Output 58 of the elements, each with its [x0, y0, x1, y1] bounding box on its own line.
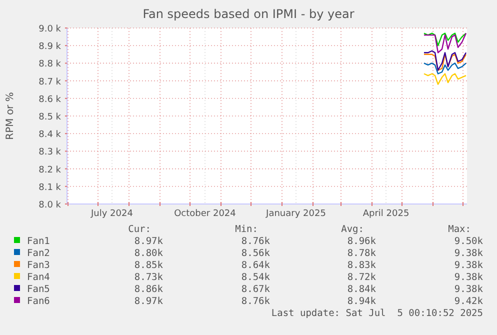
line-series	[423, 73, 467, 85]
x-tick-label: October 2024	[174, 209, 236, 219]
legend-label: Fan6	[27, 296, 50, 307]
text: 8.76k	[241, 236, 270, 247]
text: 9.38k	[454, 284, 484, 295]
text: 8.97k	[134, 236, 164, 247]
y-tick-label: 8.3 k	[38, 148, 62, 158]
y-tick-label: 8.0 k	[38, 200, 62, 210]
legend-label: Fan2	[27, 248, 50, 259]
y-tick-label: 8.6 k	[38, 94, 62, 105]
y-tick-label: 8.2 k	[38, 165, 62, 176]
text: 8.73k	[134, 272, 164, 283]
text: 8.86k	[134, 284, 164, 295]
x-tick-label: January 2025	[265, 209, 326, 219]
text: Min:	[235, 224, 258, 235]
text: 8.54k	[241, 272, 270, 283]
text: Cur:	[128, 224, 151, 235]
text: 9.38k	[454, 248, 484, 259]
text: 8.72k	[347, 272, 376, 283]
text: 8.96k	[347, 236, 376, 247]
text: 8.97k	[134, 296, 164, 307]
text: 8.85k	[134, 260, 164, 271]
text: 9.50k	[454, 236, 484, 247]
line-series	[423, 54, 467, 71]
text: 8.67k	[241, 284, 270, 295]
y-tick-label: 8.5 k	[38, 112, 62, 122]
y-tick-label: 8.8 k	[38, 60, 62, 70]
legend-label: Fan5	[27, 284, 50, 295]
line-series	[423, 32, 467, 54]
y-tick-label: 8.4 k	[38, 130, 62, 140]
text: 9.42k	[454, 296, 484, 307]
text: 8.84k	[347, 284, 376, 295]
text: 8.64k	[241, 260, 270, 271]
text: Avg:	[341, 224, 364, 235]
text: 9.38k	[454, 260, 484, 271]
y-tick-label: 9.0 k	[38, 24, 62, 34]
y-tick-label: 8.7 k	[38, 77, 62, 88]
text: 8.83k	[347, 260, 376, 271]
text: 8.78k	[347, 248, 376, 259]
chart-title: Fan speeds based on IPMI - by year	[142, 7, 354, 21]
text: 8.76k	[241, 296, 270, 307]
text: Max:	[448, 224, 471, 235]
text: 8.80k	[134, 248, 164, 259]
line-series	[423, 32, 467, 46]
x-tick-label: April 2025	[362, 209, 410, 219]
y-tick-label: 8.1 k	[38, 182, 62, 193]
y-axis-title: RPM or %	[5, 92, 16, 140]
text: 8.94k	[347, 296, 376, 307]
line-series	[423, 50, 467, 71]
text: Last update: Sat Jul 5 00:10:52 2025	[271, 308, 483, 319]
legend-label: Fan3	[27, 260, 50, 271]
legend-label: Fan4	[27, 272, 50, 283]
text: 8.56k	[241, 248, 270, 259]
legend-label: Fan1	[27, 236, 50, 247]
text: 9.38k	[454, 272, 484, 283]
line-series	[423, 62, 467, 74]
x-tick-label: July 2024	[90, 209, 134, 219]
y-tick-label: 8.9 k	[38, 42, 62, 52]
